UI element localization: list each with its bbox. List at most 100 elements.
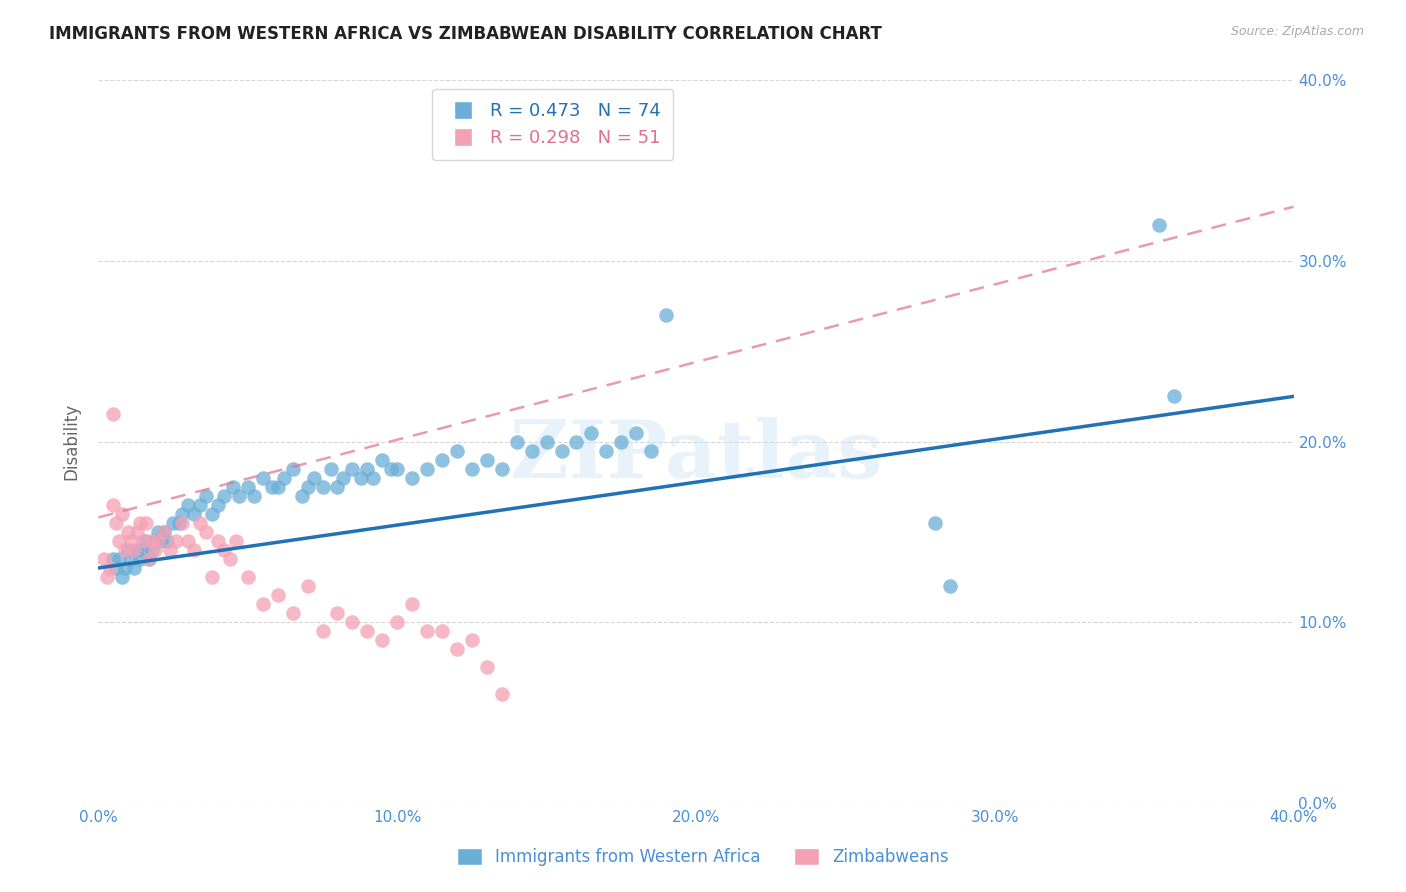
- Point: [924, 516, 946, 530]
- Point: [260, 480, 283, 494]
- Point: [380, 461, 402, 475]
- Point: [183, 542, 205, 557]
- Point: [129, 552, 152, 566]
- Point: [342, 461, 364, 475]
- Point: [371, 633, 394, 648]
- Point: [342, 615, 364, 630]
- Point: [626, 425, 648, 440]
- Point: [1147, 218, 1170, 232]
- Point: [103, 498, 125, 512]
- Point: [273, 471, 295, 485]
- Point: [111, 507, 134, 521]
- Point: [96, 570, 118, 584]
- Point: [117, 542, 139, 557]
- Point: [506, 434, 529, 449]
- Point: [236, 570, 259, 584]
- Point: [201, 570, 224, 584]
- Text: Source: ZipAtlas.com: Source: ZipAtlas.com: [1230, 25, 1364, 38]
- Point: [939, 579, 962, 593]
- Point: [363, 471, 385, 485]
- Point: [356, 461, 378, 475]
- Point: [98, 561, 122, 575]
- Point: [135, 533, 157, 548]
- Point: [114, 561, 136, 575]
- Legend: R = 0.473   N = 74, R = 0.298   N = 51: R = 0.473 N = 74, R = 0.298 N = 51: [432, 89, 673, 160]
- Point: [172, 507, 194, 521]
- Point: [156, 533, 179, 548]
- Point: [332, 471, 354, 485]
- Text: ZIPatlas: ZIPatlas: [510, 417, 882, 495]
- Point: [243, 489, 266, 503]
- Point: [655, 308, 678, 322]
- Point: [195, 524, 218, 539]
- Point: [177, 533, 200, 548]
- Point: [610, 434, 633, 449]
- Point: [207, 498, 229, 512]
- Point: [385, 615, 409, 630]
- Point: [114, 542, 136, 557]
- Point: [281, 461, 304, 475]
- Point: [135, 516, 157, 530]
- Point: [491, 687, 513, 701]
- Point: [105, 516, 128, 530]
- Point: [103, 408, 125, 422]
- Point: [148, 533, 170, 548]
- Point: [188, 498, 211, 512]
- Point: [143, 533, 166, 548]
- Point: [124, 561, 146, 575]
- Point: [228, 489, 250, 503]
- Point: [105, 561, 128, 575]
- Point: [430, 624, 453, 639]
- Point: [177, 498, 200, 512]
- Point: [536, 434, 558, 449]
- Point: [640, 443, 662, 458]
- Point: [326, 480, 349, 494]
- Point: [475, 452, 498, 467]
- Point: [132, 533, 155, 548]
- Point: [475, 660, 498, 674]
- Point: [188, 516, 211, 530]
- Point: [127, 542, 149, 557]
- Point: [401, 597, 423, 611]
- Point: [311, 624, 333, 639]
- Point: [124, 542, 146, 557]
- Point: [167, 516, 190, 530]
- Point: [111, 570, 134, 584]
- Point: [401, 471, 423, 485]
- Point: [150, 533, 173, 548]
- Point: [129, 516, 152, 530]
- Point: [207, 533, 229, 548]
- Point: [225, 533, 247, 548]
- Point: [302, 471, 325, 485]
- Point: [385, 461, 409, 475]
- Point: [311, 480, 333, 494]
- Point: [117, 524, 139, 539]
- Point: [127, 524, 149, 539]
- Point: [93, 552, 115, 566]
- Point: [212, 542, 235, 557]
- Point: [252, 471, 274, 485]
- Point: [212, 489, 235, 503]
- Point: [162, 516, 184, 530]
- Point: [520, 443, 543, 458]
- Point: [430, 452, 453, 467]
- Point: [446, 443, 468, 458]
- Point: [153, 524, 176, 539]
- Point: [267, 588, 290, 602]
- Point: [461, 461, 484, 475]
- Point: [491, 461, 513, 475]
- Point: [201, 507, 224, 521]
- Point: [108, 552, 131, 566]
- Point: [326, 606, 349, 620]
- Point: [222, 480, 245, 494]
- Y-axis label: Disability: Disability: [62, 403, 80, 480]
- Point: [356, 624, 378, 639]
- Point: [550, 443, 572, 458]
- Point: [132, 542, 155, 557]
- Point: [236, 480, 259, 494]
- Point: [138, 552, 160, 566]
- Point: [297, 480, 319, 494]
- Point: [108, 533, 131, 548]
- Point: [416, 461, 439, 475]
- Point: [141, 533, 163, 548]
